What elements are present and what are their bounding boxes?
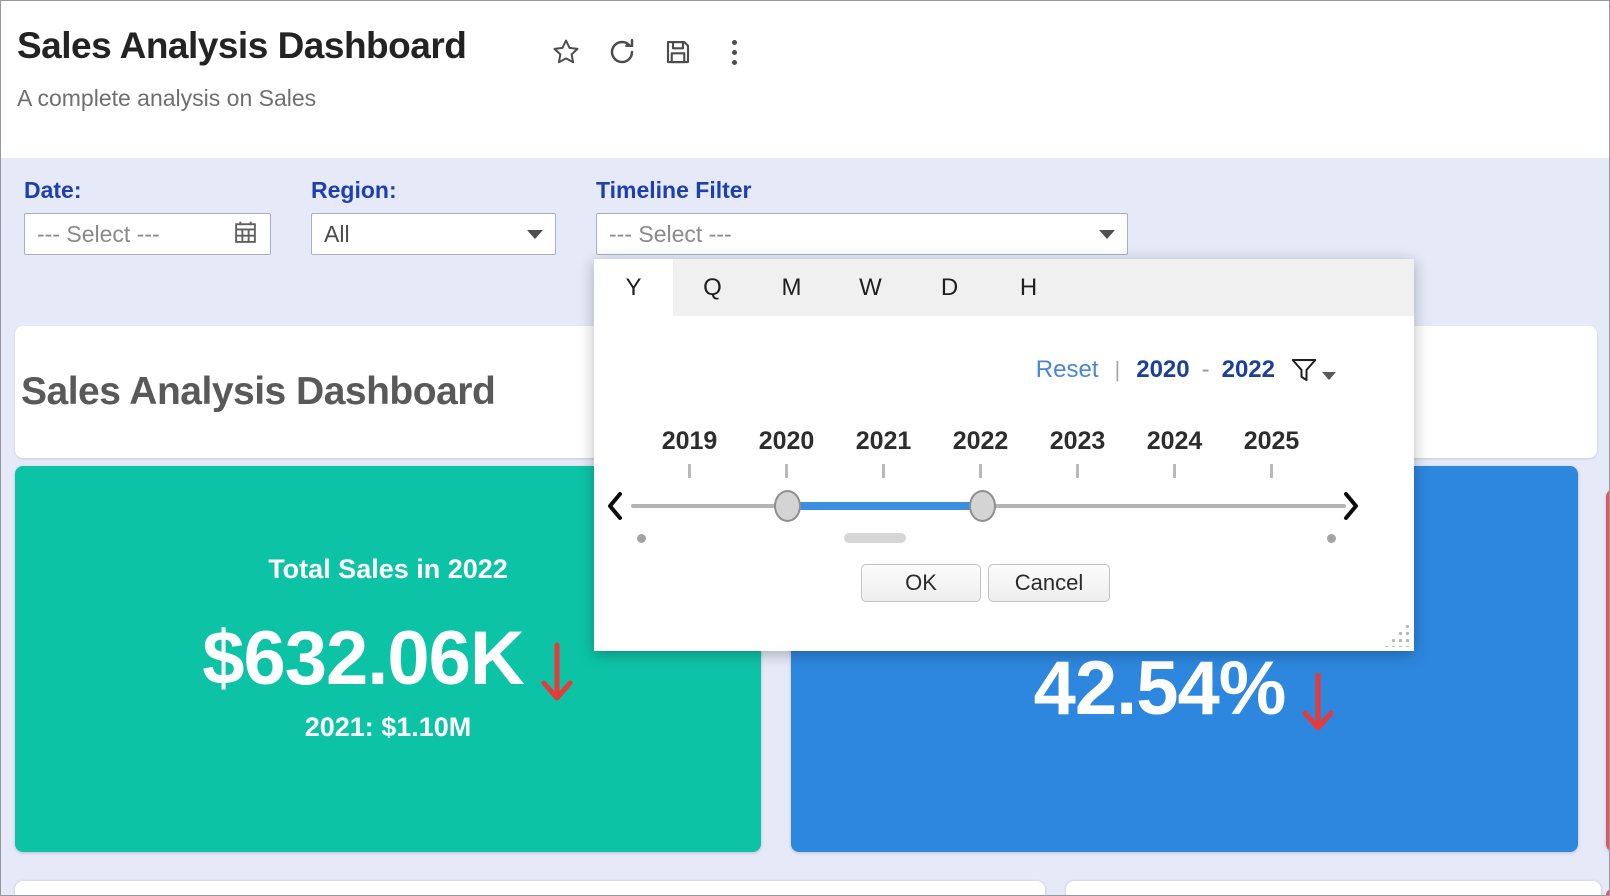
overview-scroll-thumb[interactable] [844, 533, 906, 543]
cancel-button[interactable]: Cancel [988, 564, 1110, 602]
kpi-value: 42.54% [1033, 645, 1287, 731]
year-label[interactable]: 2022 [952, 427, 1009, 455]
tab-hour[interactable]: H [1019, 273, 1038, 301]
timeline-filter-popup: Y Q M W D H Reset | 2020 - 2022 2019 202… [594, 259, 1414, 651]
bottom-card-left [15, 881, 1045, 895]
slider-handle-end[interactable] [969, 490, 996, 522]
tab-day[interactable]: D [940, 273, 959, 301]
slider-handle-start[interactable] [774, 490, 801, 522]
overview-dot-left [637, 534, 646, 543]
year-label[interactable]: 2020 [758, 427, 815, 455]
header-toolbar [551, 37, 749, 67]
date-filter-input[interactable]: --- Select --- [24, 213, 271, 255]
year-label[interactable]: 2025 [1243, 427, 1300, 455]
slider-selected-range[interactable] [787, 502, 982, 510]
bottom-card-clipped [1606, 889, 1609, 895]
bottom-card-right [1066, 881, 1601, 895]
ok-button[interactable]: OK [861, 564, 981, 602]
year-label[interactable]: 2021 [855, 427, 912, 455]
range-start-value[interactable]: 2020 [1136, 356, 1190, 383]
kpi-value: $632.06K [202, 615, 525, 701]
chevron-down-icon [1099, 229, 1115, 239]
more-options-icon[interactable] [719, 37, 749, 67]
slider-next-icon[interactable] [1342, 489, 1364, 523]
timeline-filter-select[interactable]: --- Select --- [596, 213, 1128, 255]
chevron-down-icon [527, 229, 543, 239]
kpi-card-total-sales[interactable]: Total Sales in 2022 $632.06K 2021: $1.10… [15, 466, 761, 852]
timeline-filter-label: Timeline Filter [596, 177, 752, 203]
kpi-card-clipped[interactable] [1606, 489, 1609, 852]
refresh-icon[interactable] [607, 37, 637, 67]
calendar-icon[interactable] [233, 219, 258, 250]
chevron-down-icon [1322, 372, 1336, 380]
separator: | [1114, 357, 1121, 382]
kpi-comparison: 2021: $1.10M [304, 712, 472, 742]
slider-prev-icon[interactable] [606, 489, 628, 523]
region-filter-label: Region: [311, 177, 397, 203]
tab-year[interactable]: Y [594, 259, 673, 316]
trend-down-arrow-icon [540, 641, 574, 710]
range-end-value[interactable]: 2022 [1221, 356, 1275, 383]
page-subtitle: A complete analysis on Sales [17, 85, 317, 111]
region-filter-value: All [324, 220, 350, 247]
range-dash: - [1201, 356, 1210, 383]
year-label[interactable]: 2024 [1146, 427, 1203, 455]
reset-link[interactable]: Reset [1035, 356, 1099, 383]
date-filter-value: --- Select --- [37, 220, 160, 247]
save-icon[interactable] [663, 37, 693, 67]
year-label[interactable]: 2023 [1049, 427, 1106, 455]
year-label[interactable]: 2019 [661, 427, 718, 455]
tab-month[interactable]: M [781, 273, 802, 301]
kpi-title: Total Sales in 2022 [268, 554, 508, 584]
region-filter-select[interactable]: All [311, 213, 556, 255]
funnel-icon[interactable] [1289, 355, 1336, 385]
page-title: Sales Analysis Dashboard [17, 25, 467, 66]
date-filter-label: Date: [24, 177, 82, 203]
timeline-ticks [641, 464, 1320, 478]
range-summary-row: Reset | 2020 - 2022 [1036, 355, 1336, 385]
favorite-star-icon[interactable] [551, 37, 581, 67]
tab-quarter[interactable]: Q [703, 273, 722, 301]
timeline-filter-value: --- Select --- [609, 220, 732, 247]
tab-week[interactable]: W [859, 273, 882, 301]
resize-grip[interactable] [1383, 623, 1409, 647]
timeline-granularity-tabs: Y Q M W D H [594, 259, 1414, 316]
trend-down-arrow-icon [1301, 671, 1335, 740]
section-title: Sales Analysis Dashboard [21, 370, 496, 413]
timeline-year-labels: 2019 2020 2021 2022 2023 2024 2025 [641, 427, 1320, 456]
overview-dot-right [1327, 534, 1336, 543]
